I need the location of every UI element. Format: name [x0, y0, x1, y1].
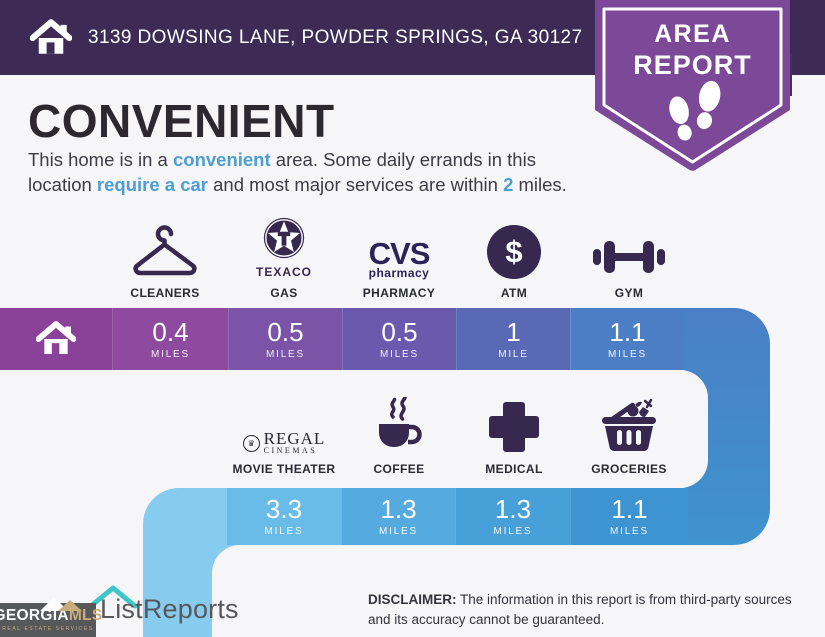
distance-pharmacy: 0.5 MILES — [342, 308, 456, 370]
listreports-wordmark: ListReports — [100, 594, 239, 624]
highlight-convenient: convenient — [172, 149, 271, 170]
disclaimer-text: DISCLAIMER: The information in this repo… — [368, 592, 792, 627]
grocery-basket-icon — [602, 398, 656, 452]
coffee-cup-icon — [379, 397, 422, 447]
regal-cinemas-icon: ♛ REGAL CINEMAS — [242, 430, 326, 455]
amenity-medical: MEDICAL — [449, 386, 579, 476]
mid-white-card — [0, 370, 708, 488]
home-icon — [30, 18, 72, 54]
amenity-label: MOVIE THEATER — [232, 462, 336, 476]
distance-gym: 1.1 MILES — [570, 308, 684, 370]
amenity-pharmacy: CVS pharmacy PHARMACY — [334, 210, 464, 300]
dollar-icon: $ — [487, 225, 541, 279]
amenity-label: ATM — [500, 286, 528, 300]
page-title: CONVENIENT — [28, 95, 335, 147]
summary-text: This home is in a convenient area. Some … — [28, 149, 567, 195]
area-report-badge — [595, 0, 790, 171]
track-home-segment — [0, 308, 112, 370]
distance-cleaners: 0.4 MILES — [112, 308, 228, 370]
bottom-white-card — [212, 545, 825, 637]
amenity-label: MEDICAL — [485, 462, 543, 476]
amenity-label: PHARMACY — [362, 286, 436, 300]
distance-coffee: 1.3 MILES — [341, 488, 455, 545]
amenity-label: GROCERIES — [591, 462, 667, 476]
property-address: 3139 DOWSING LANE, POWDER SPRINGS, GA 30… — [88, 26, 583, 48]
amenity-gym: GYM — [564, 210, 694, 300]
texaco-wordmark: TEXACO — [255, 265, 312, 279]
highlight-require-a-car: require a car — [96, 173, 208, 195]
amenity-cleaners: CLEANERS — [100, 210, 230, 300]
amenity-movie-theater: ♛ REGAL CINEMAS MOVIE THEATER — [219, 386, 349, 476]
texaco-icon — [263, 217, 305, 259]
georgia-mls-logo: GEORGIAMLS REAL ESTATE SERVICES — [0, 597, 102, 637]
distance-groceries: 1.1 MILES — [570, 488, 688, 545]
medical-cross-icon — [489, 402, 539, 452]
home-icon — [36, 321, 76, 354]
amenity-label: GAS — [270, 286, 298, 300]
listreports-house-icon — [88, 585, 138, 609]
distance-gas: 0.5 MILES — [228, 308, 342, 370]
footprints-icon — [669, 80, 721, 141]
distance-movie-theater: 3.3 MILES — [227, 488, 341, 545]
hanger-icon — [133, 225, 197, 276]
dumbbell-icon — [593, 241, 665, 273]
disclaimer-label: DISCLAIMER: — [368, 592, 457, 607]
amenity-label: COFFEE — [373, 462, 425, 476]
amenity-atm: $ ATM — [449, 210, 579, 300]
badge-title: AREA REPORT — [633, 20, 752, 80]
cvs-icon: CVS pharmacy — [368, 236, 431, 281]
distance-medical: 1.3 MILES — [455, 488, 570, 545]
distance-atm: 1 MILE — [456, 308, 570, 370]
highlight-miles-value: 2 — [503, 173, 514, 195]
amenity-gas: TEXACO GAS — [219, 210, 349, 300]
mls-mountain-icon — [40, 597, 82, 611]
amenity-label: GYM — [614, 286, 644, 300]
amenity-groceries: GROCERIES — [564, 386, 694, 476]
amenity-label: CLEANERS — [130, 286, 200, 300]
amenity-coffee: COFFEE — [334, 386, 464, 476]
